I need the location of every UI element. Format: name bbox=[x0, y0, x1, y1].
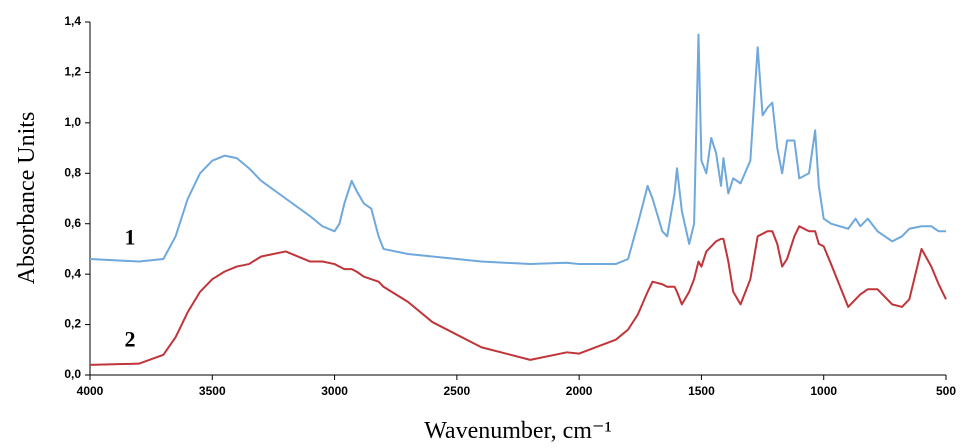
x-tick-label: 3500 bbox=[199, 384, 226, 398]
y-tick-label: 0,6 bbox=[64, 216, 81, 230]
series-label: 2 bbox=[125, 327, 136, 352]
y-tick-label: 1,0 bbox=[64, 115, 81, 129]
x-tick-label: 2000 bbox=[566, 384, 593, 398]
series-line bbox=[89, 33, 946, 266]
y-tick-label: 1,2 bbox=[64, 65, 81, 79]
y-axis-title: Absorbance Units bbox=[14, 112, 40, 285]
y-tick-label: 0,0 bbox=[64, 367, 81, 381]
x-axis-title: Wavenumber, cm⁻¹ bbox=[424, 418, 612, 444]
x-tick-label: 3000 bbox=[321, 384, 348, 398]
y-tick-label: 1,4 bbox=[64, 14, 81, 28]
series-label: 1 bbox=[125, 225, 136, 250]
x-tick-label: 4000 bbox=[77, 384, 104, 398]
series-line bbox=[89, 225, 947, 366]
x-tick-label: 1500 bbox=[688, 384, 715, 398]
x-tick-label: 1000 bbox=[810, 384, 837, 398]
x-tick-label: 500 bbox=[936, 384, 956, 398]
y-tick-label: 0,8 bbox=[64, 165, 81, 179]
x-tick-label: 2500 bbox=[444, 384, 471, 398]
y-tick-label: 0,4 bbox=[64, 266, 81, 280]
y-tick-label: 0,2 bbox=[64, 317, 81, 331]
